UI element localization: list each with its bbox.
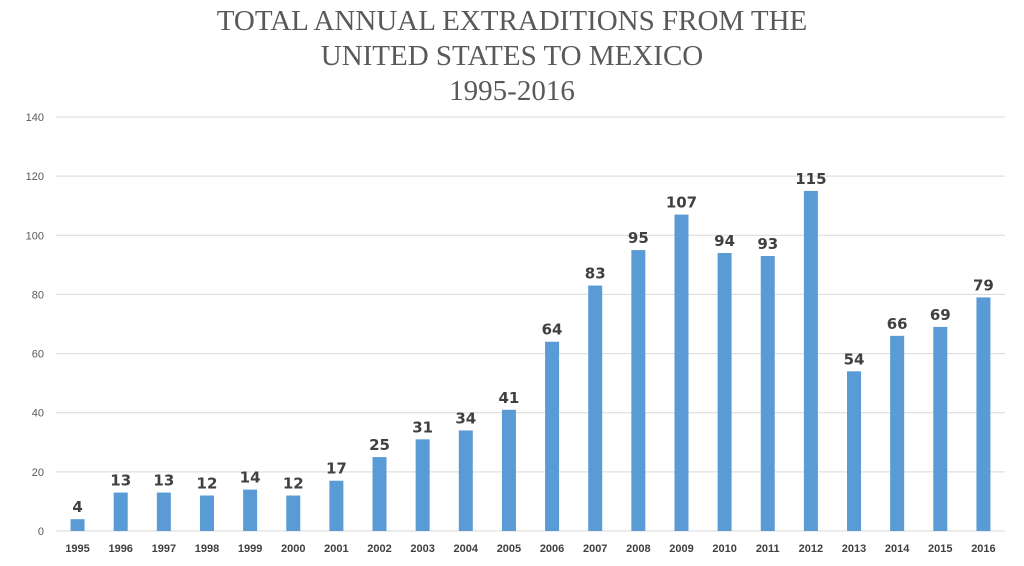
bar (372, 457, 387, 531)
x-tick-label: 2000 (281, 543, 305, 555)
bar (933, 326, 948, 531)
x-tick-label: 2002 (367, 543, 391, 555)
x-tick-label: 1995 (65, 543, 89, 555)
bar (286, 495, 301, 531)
data-label: 94 (714, 232, 735, 250)
data-label: 83 (585, 265, 606, 283)
data-label: 66 (887, 315, 908, 333)
x-tick-label: 2013 (842, 543, 866, 555)
x-tick-label: 1996 (108, 543, 132, 555)
x-tick-label: 1999 (238, 543, 262, 555)
x-tick-label: 2016 (971, 543, 995, 555)
x-tick-label: 2010 (712, 543, 736, 555)
x-tick-label: 2009 (669, 543, 693, 555)
y-tick-label: 20 (32, 467, 44, 479)
y-tick-label: 140 (26, 112, 44, 124)
gridlines (56, 116, 1005, 532)
y-tick-label: 60 (32, 349, 44, 361)
y-tick-label: 40 (32, 408, 44, 420)
data-label: 13 (110, 472, 131, 490)
bar (113, 492, 128, 531)
x-tick-label: 2012 (799, 543, 823, 555)
data-label: 25 (369, 436, 390, 454)
bar (329, 480, 344, 531)
x-tick-label: 2003 (410, 543, 434, 555)
data-label: 107 (666, 194, 697, 212)
y-tick-label: 100 (26, 230, 44, 242)
data-label: 4 (72, 498, 82, 516)
x-tick-label: 2015 (928, 543, 952, 555)
chart-title-line-1: TOTAL ANNUAL EXTRADITIONS FROM THE (216, 5, 808, 37)
data-label: 17 (326, 460, 347, 478)
chart-title-line-2: UNITED STATES TO MEXICO (320, 40, 704, 72)
bar (674, 214, 689, 532)
x-tick-label: 2001 (324, 543, 348, 555)
x-tick-label: 2004 (454, 543, 479, 555)
data-label: 34 (455, 409, 476, 427)
bar (976, 297, 991, 531)
y-axis-tick-labels: 0 20 40 60 80 100 120 140 (26, 112, 44, 538)
data-label: 31 (412, 418, 433, 436)
y-tick-label: 80 (32, 289, 44, 301)
chart-title: TOTAL ANNUAL EXTRADITIONS FROM THE UNITE… (0, 4, 1024, 109)
data-label: 95 (628, 229, 649, 247)
bar (631, 250, 646, 532)
bar (156, 492, 171, 531)
bar (588, 285, 603, 531)
x-tick-label: 2007 (583, 543, 607, 555)
bar (545, 341, 560, 531)
bar (70, 519, 85, 531)
x-tick-label: 1998 (195, 543, 219, 555)
x-axis-tick-labels: 1995 1996 1997 1998 1999 2000 2001 2002 2003 2004… (65, 543, 995, 555)
bar (415, 439, 430, 531)
data-label: 14 (240, 469, 261, 487)
x-tick-label: 2006 (540, 543, 564, 555)
data-label: 54 (844, 350, 865, 368)
bar (803, 190, 818, 531)
data-label: 93 (757, 235, 778, 253)
bar (199, 495, 214, 531)
data-label: 69 (930, 306, 951, 324)
bar (243, 489, 258, 531)
y-tick-label: 120 (26, 171, 44, 183)
data-label: 12 (197, 475, 218, 493)
bar (717, 253, 732, 531)
bars (70, 190, 991, 532)
bar (501, 409, 516, 531)
y-tick-label: 0 (38, 526, 44, 538)
bar (760, 255, 775, 531)
data-label: 79 (973, 276, 994, 294)
x-tick-label: 2011 (756, 543, 780, 555)
data-label: 13 (153, 472, 174, 490)
bar (847, 371, 862, 531)
bar (890, 335, 905, 531)
data-label: 64 (542, 321, 563, 339)
x-tick-label: 2005 (497, 543, 521, 555)
x-tick-label: 1997 (152, 543, 176, 555)
chart-title-line-3: 1995-2016 (449, 75, 575, 107)
x-tick-label: 2008 (626, 543, 650, 555)
data-labels: 4 13 13 12 14 12 17 25 31 34 41 64 83 95 107 94 93 115 54 6… (72, 170, 994, 516)
data-label: 115 (795, 170, 826, 188)
data-label: 12 (283, 475, 304, 493)
bar (458, 430, 473, 531)
x-tick-label: 2014 (885, 543, 910, 555)
data-label: 41 (498, 389, 519, 407)
